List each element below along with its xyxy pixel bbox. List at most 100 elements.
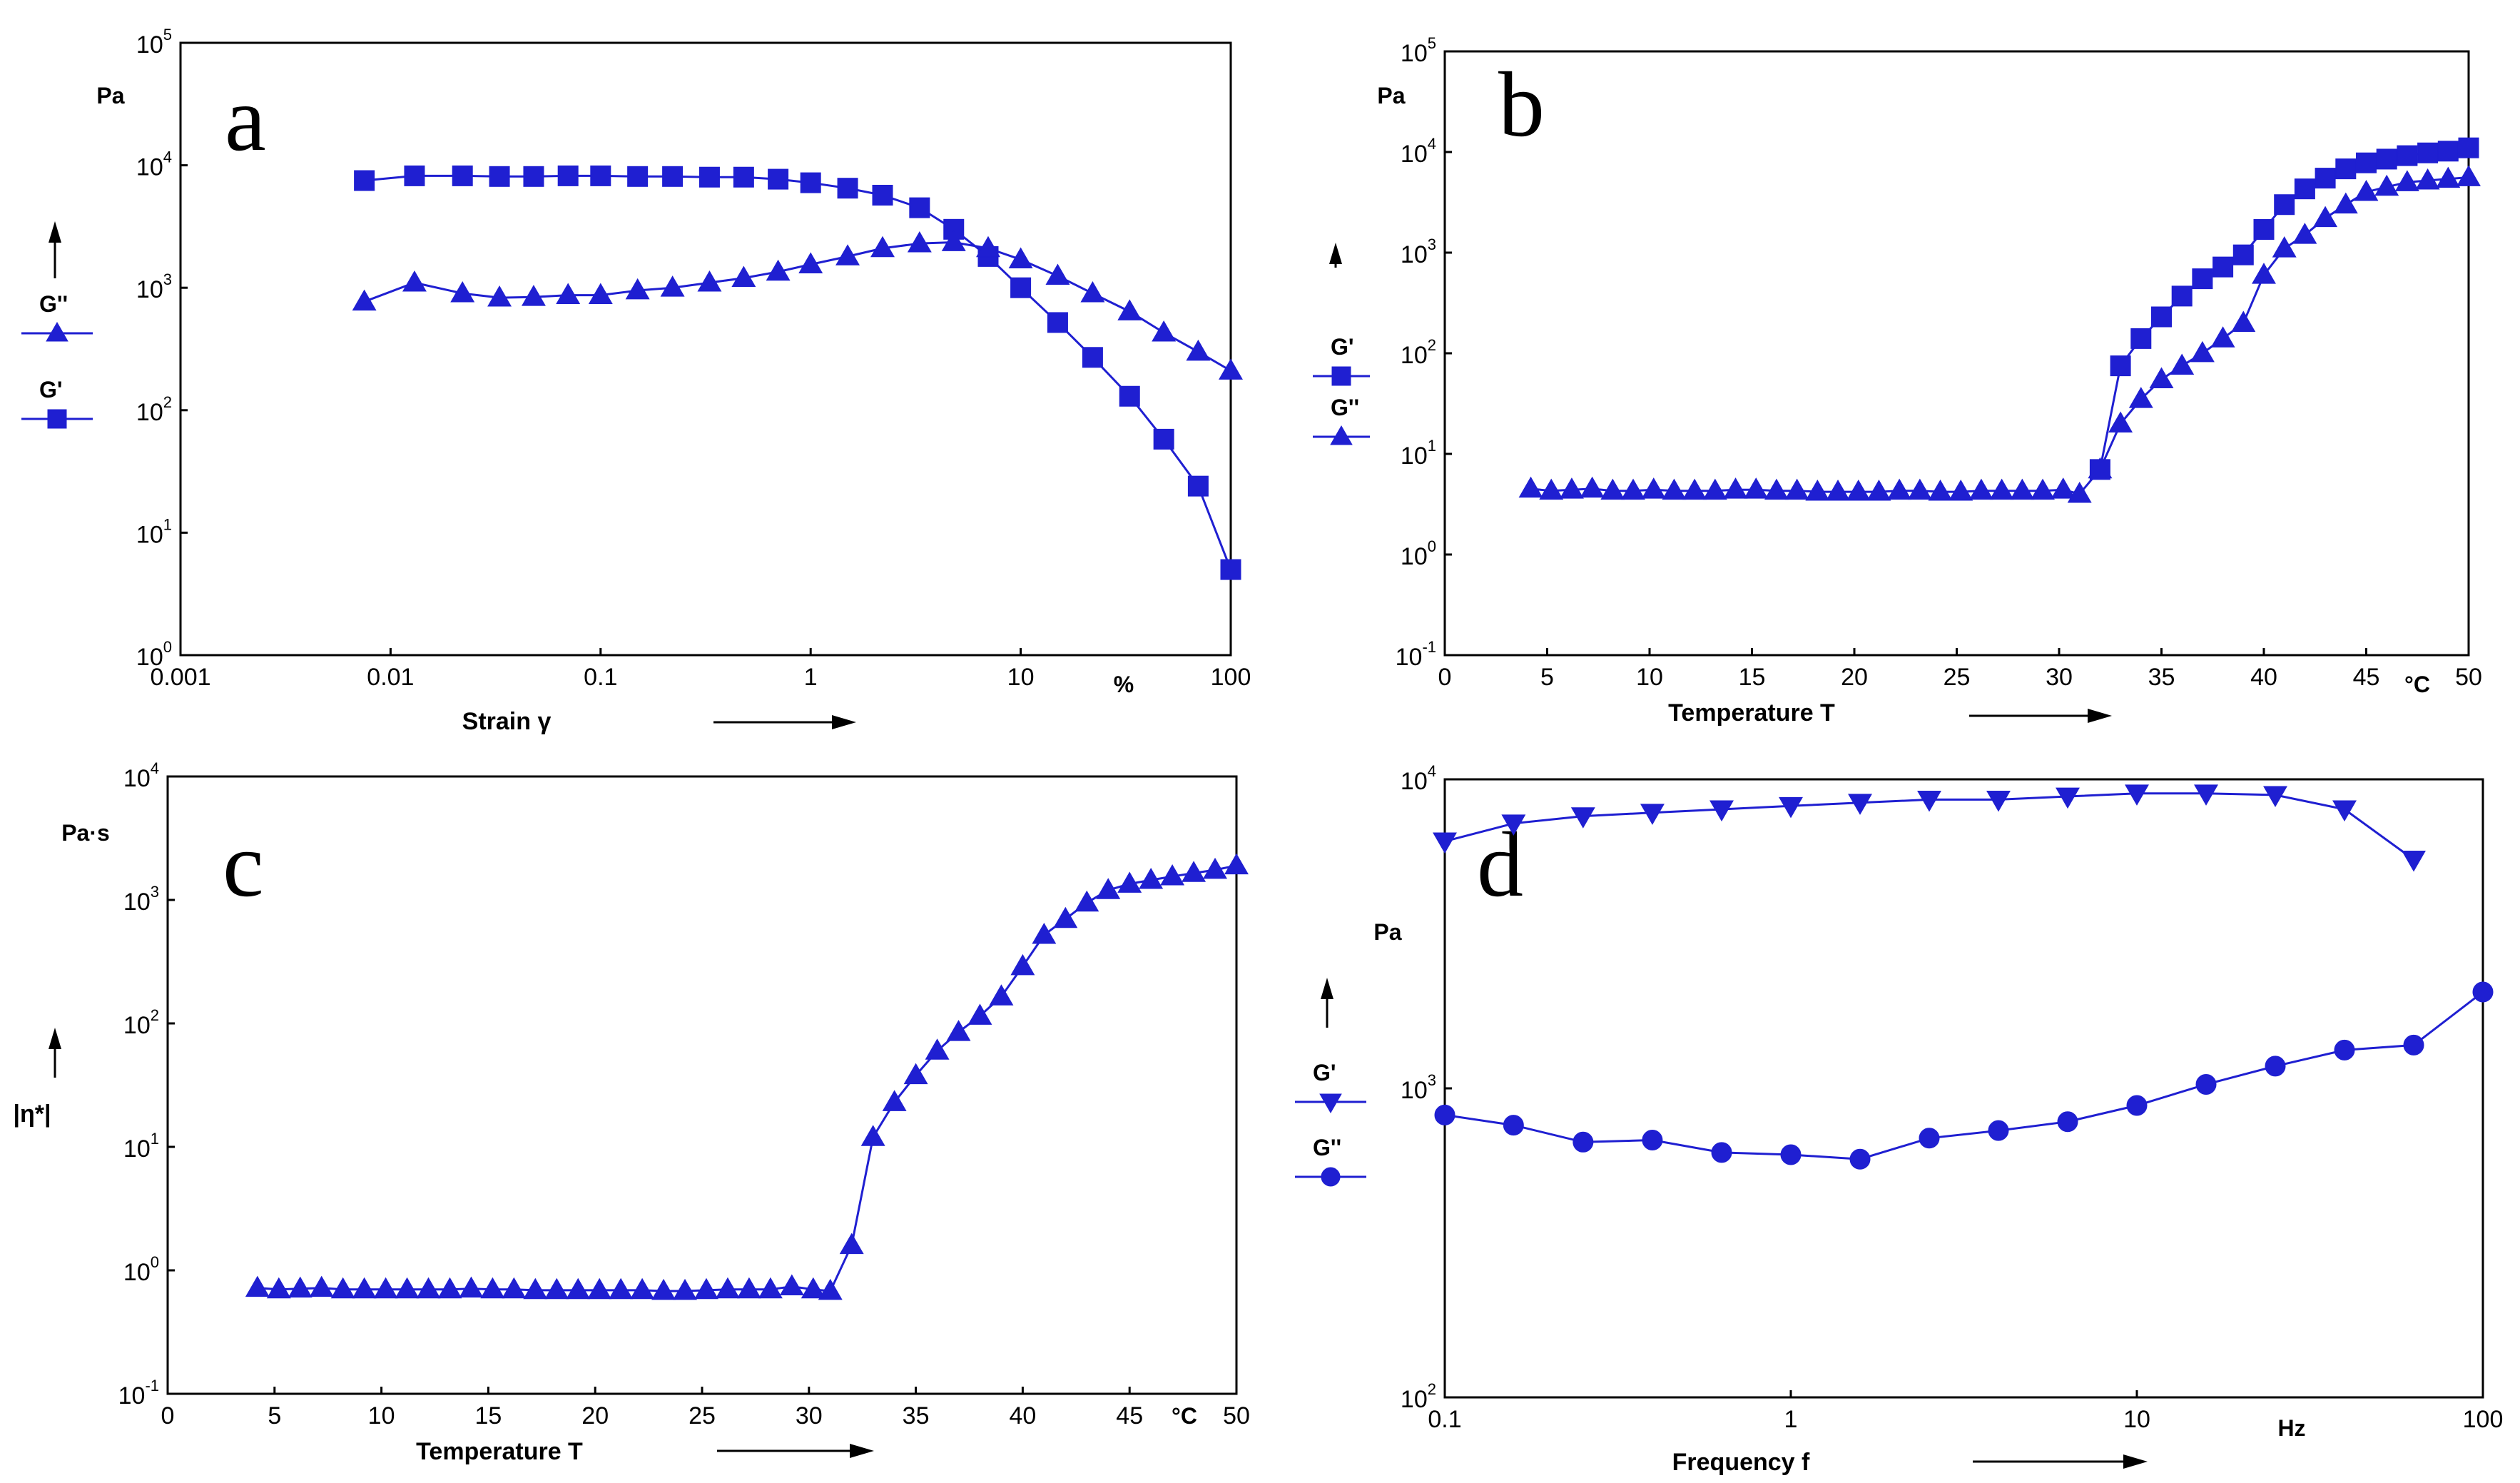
data-point [1600,478,1625,500]
data-point [2394,170,2419,191]
y-arrow-head [1329,243,1342,264]
data-point [2272,236,2297,258]
data-point [1080,280,1105,303]
data-point [416,1277,441,1299]
y-tick-label: 104 [123,759,159,792]
data-point [2130,328,2152,349]
legend-item: G'' [21,291,93,342]
data-point [1220,559,1241,580]
data-point [698,166,720,188]
data-point [288,1276,313,1298]
y-tick-label: 102 [136,393,172,426]
x-unit-label: Hz [2277,1415,2305,1441]
data-point [609,1277,634,1300]
y-arrow-head [49,1028,61,1049]
data-point [523,1277,548,1300]
data-point [1709,800,1734,822]
data-point [872,184,893,206]
data-point [2263,786,2287,808]
data-point [800,172,821,193]
x-tick-label: 45 [2353,664,2380,691]
data-point [2313,206,2338,228]
data-point [1187,475,1209,497]
data-point [1518,476,1543,498]
x-tick-label: 40 [1009,1402,1036,1429]
data-point [1702,478,1727,500]
data-point [556,283,581,304]
data-point [731,265,756,288]
data-point [2274,194,2295,216]
data-point [1826,480,1851,501]
y-tick-label: 103 [1401,236,1436,268]
y-tick-label: 10-1 [1396,638,1436,671]
y-arrow-head [1321,978,1333,999]
legend-item: G'' [1313,395,1370,445]
x-axis-title: Temperature T [416,1438,583,1465]
data-point [907,231,932,253]
data-point [2335,158,2357,180]
series-circle [1434,981,2494,1170]
data-point [2332,800,2357,822]
data-point [1917,790,1941,812]
data-point [330,1277,355,1299]
data-point [909,197,930,218]
data-point [2376,148,2397,170]
data-point [2195,1073,2217,1095]
series-triangle [352,230,1243,380]
x-tick-label: 100 [1211,664,1251,691]
legend-item: G' [1295,1060,1366,1113]
data-point [1008,247,1033,269]
data-point [2128,387,2153,408]
data-point [2253,219,2275,241]
data-point [587,1277,612,1300]
data-point [766,259,791,281]
legend-marker [1330,425,1353,445]
y-tick-label: 103 [1401,1071,1436,1104]
x-tick-label: 5 [268,1402,281,1429]
data-point [352,1277,377,1299]
legend-item: G' [21,377,93,429]
data-point [245,1275,270,1297]
data-point [801,1277,825,1299]
x-tick-label: 0.1 [1428,1406,1461,1433]
data-point [452,165,473,186]
legend-marker [47,409,67,429]
data-point [1968,478,1993,500]
series-square [354,165,1241,580]
data-point [1152,320,1177,342]
data-point [2292,223,2317,244]
legend-label: G' [1313,1060,1336,1085]
data-point [1433,832,1457,854]
y-tick-label: 102 [123,1006,159,1039]
x-unit-label: °C [2404,672,2430,697]
x-tick-label: 20 [1841,664,1868,691]
series-line [1444,991,2484,1160]
x-tick-label: 35 [2148,664,2175,691]
data-point [521,285,546,306]
data-point [395,1277,420,1299]
data-point [590,165,611,186]
data-point [1621,478,1646,500]
data-point [941,230,966,251]
data-point [1744,477,1769,499]
data-point [1153,428,1174,450]
data-point [837,178,858,199]
x-tick-label: 10 [368,1402,395,1429]
data-point [2194,784,2218,806]
legend-marker [1319,1093,1342,1113]
data-point [2171,285,2193,307]
data-point [1682,478,1707,500]
series-triangle [1518,165,2481,503]
data-point [1989,478,2014,500]
data-point [1503,1115,1524,1136]
data-point [989,984,1014,1006]
data-point [1723,477,1748,499]
y-unit-label: Pa [1373,919,1401,945]
data-point [2397,145,2418,166]
data-point [651,1278,676,1300]
data-point [402,270,427,292]
data-point [1010,953,1035,976]
data-point [839,1233,864,1255]
data-point [1641,477,1666,499]
